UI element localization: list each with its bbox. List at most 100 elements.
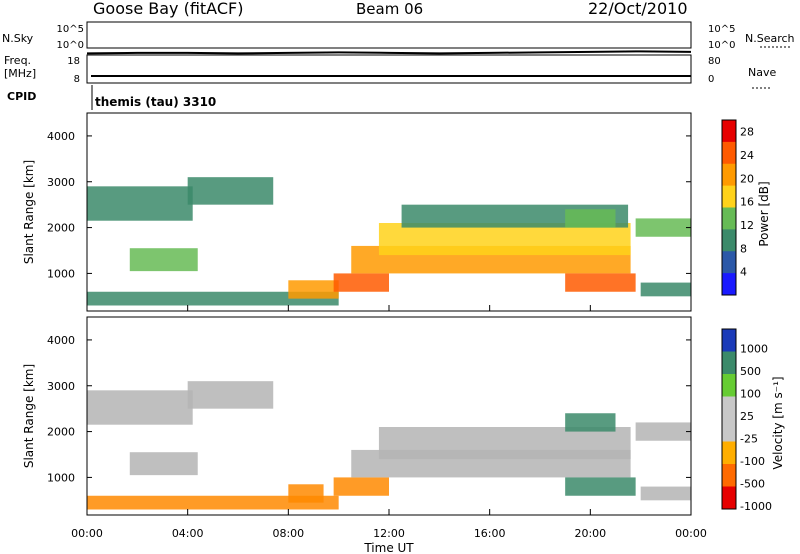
nave-label: Nave <box>748 66 776 79</box>
scatter-region <box>635 218 691 237</box>
scatter-region <box>635 422 691 441</box>
scatter-region <box>333 477 389 496</box>
velocity-colorbar-label: Velocity [m s⁻¹] <box>771 376 785 469</box>
y-tick-label: 4000 <box>47 334 75 347</box>
x-tick-label: 16:00 <box>474 527 506 540</box>
noise-series-line <box>86 50 692 55</box>
scatter-region <box>87 390 193 425</box>
colorbar-tick-label: -25 <box>740 432 758 445</box>
scatter-region <box>87 186 193 221</box>
colorbar-swatch <box>722 141 736 165</box>
power-colorbar-label: Power [dB] <box>757 181 771 246</box>
x-tick-label: 12:00 <box>373 527 405 540</box>
colorbar-tick-label: 1000 <box>740 342 768 355</box>
date-title: 22/Oct/2010 <box>588 0 688 18</box>
colorbar-swatch <box>722 163 736 187</box>
colorbar-tick-label: 28 <box>740 126 754 139</box>
colorbar-swatch <box>722 351 736 375</box>
colorbar-tick-label: 500 <box>740 365 761 378</box>
velocity-colorbar: 1000 500 100 25 -25 -100 -500 -1000 <box>721 328 772 513</box>
y-tick-label: 2000 <box>47 222 75 235</box>
colorbar-swatch <box>722 207 736 230</box>
scatter-region <box>640 486 691 501</box>
x-tick-label: 20:00 <box>574 527 606 540</box>
colorbar-swatch <box>722 185 736 208</box>
power-colorbar: 4 8 12 16 20 24 28 <box>721 119 754 296</box>
noise-tick-left-bottom: 10^0 <box>57 40 84 51</box>
colorbar-swatch <box>722 419 736 442</box>
x-tick-label: 04:00 <box>172 527 204 540</box>
velocity-scatter-layer <box>87 381 691 510</box>
power-scatter-layer <box>87 177 691 306</box>
nave-tick-top: 80 <box>708 56 721 67</box>
colorbar-tick-label: 25 <box>740 410 754 423</box>
noise-tick-right-top: 10^5 <box>708 24 735 35</box>
scatter-region <box>288 280 339 299</box>
x-tick-label: 08:00 <box>272 527 304 540</box>
y-tick-label: 3000 <box>47 176 75 189</box>
colorbar-swatch <box>722 441 736 465</box>
colorbar-tick-label: -100 <box>740 455 765 468</box>
cpid-label: CPID <box>7 90 36 103</box>
colorbar-tick-label: 8 <box>740 242 747 255</box>
scatter-region <box>565 209 616 228</box>
power-ylabel: Slant Range [km] <box>22 160 36 264</box>
y-tick-label: 2000 <box>47 426 75 439</box>
colorbar-frame <box>721 328 737 510</box>
y-tick-label: 3000 <box>47 380 75 393</box>
scatter-region <box>87 495 339 510</box>
station-title: Goose Bay (fitACF) <box>93 0 243 18</box>
freq-label-line1: Freq. <box>4 54 31 67</box>
colorbar-tick-label: 16 <box>740 196 754 209</box>
noise-panel-frame <box>86 21 692 49</box>
scatter-region <box>565 477 636 496</box>
colorbar-tick-label: -500 <box>740 477 765 490</box>
scatter-region <box>378 427 631 460</box>
y-tick-label: 1000 <box>47 267 75 280</box>
scatter-region <box>378 223 631 256</box>
colorbar-tick-label: 100 <box>740 387 761 400</box>
colorbar-swatch <box>722 374 736 397</box>
x-tick-label: 00:00 <box>71 527 103 540</box>
cpid-value: themis (tau) 3310 <box>95 95 216 109</box>
scatter-region <box>333 273 389 292</box>
freq-tick-top: 18 <box>67 56 80 67</box>
freq-label-line2: [MHz] <box>4 67 36 80</box>
colorbar-swatch <box>722 229 736 252</box>
colorbar-swatch <box>722 486 736 510</box>
colorbar-tick-label: 24 <box>740 149 754 162</box>
noise-tick-left-top: 10^5 <box>57 24 84 35</box>
time-x-axis: 00:00 04:00 08:00 12:00 16:00 20:00 00:00 <box>71 305 707 540</box>
noise-tick-right-bottom: 10^0 <box>708 40 735 51</box>
colorbar-frame <box>721 119 737 296</box>
y-tick-label: 4000 <box>47 130 75 143</box>
scatter-region <box>187 381 274 409</box>
scatter-region <box>187 177 274 205</box>
nsky-label: N.Sky <box>2 32 34 45</box>
colorbar-swatch <box>722 464 736 487</box>
scatter-region <box>129 452 198 476</box>
scatter-region <box>288 484 324 503</box>
colorbar-swatch <box>722 396 736 420</box>
colorbar-swatch <box>722 273 736 296</box>
colorbar-tick-label: 20 <box>740 172 754 185</box>
x-tick-label: 00:00 <box>675 527 707 540</box>
freq-tick-bottom: 8 <box>74 74 80 85</box>
scatter-region <box>565 413 616 432</box>
colorbar-tick-label: 4 <box>740 266 747 279</box>
colorbar-tick-label: -1000 <box>740 500 772 513</box>
scatter-region <box>87 291 339 306</box>
colorbar-swatch <box>722 329 736 352</box>
nsearch-label: N.Search <box>745 32 795 45</box>
scatter-region <box>129 248 198 272</box>
velocity-ylabel: Slant Range [km] <box>22 364 36 468</box>
beam-title: Beam 06 <box>356 0 423 18</box>
x-axis-label: Time UT <box>363 541 414 554</box>
scatter-region <box>565 273 636 292</box>
colorbar-swatch <box>722 120 736 143</box>
velocity-y-axis: 1000 2000 3000 4000 <box>47 334 691 484</box>
power-y-axis: 1000 2000 3000 4000 <box>47 130 691 280</box>
freq-panel-frame <box>86 54 692 84</box>
y-tick-label: 1000 <box>47 471 75 484</box>
